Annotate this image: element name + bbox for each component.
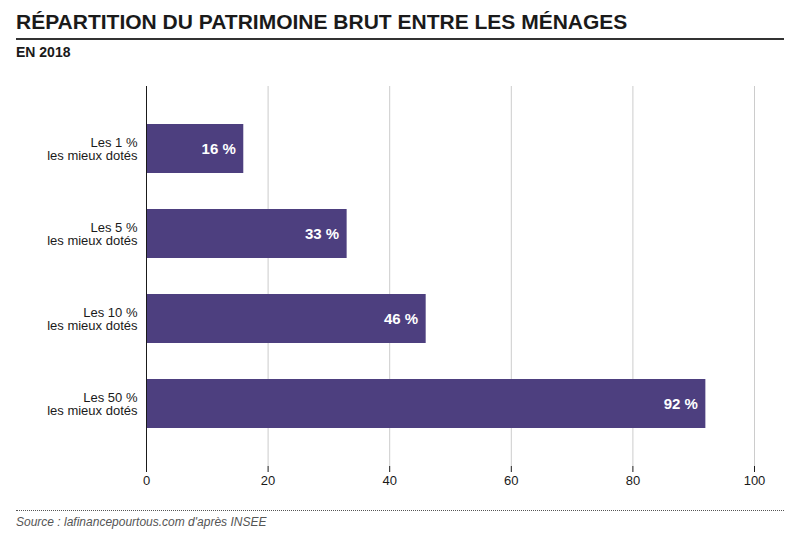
svg-text:16 %: 16 % bbox=[202, 140, 236, 157]
svg-text:Les 1 %les mieux dotés: Les 1 %les mieux dotés bbox=[47, 135, 138, 163]
svg-text:92 %: 92 % bbox=[664, 395, 698, 412]
svg-text:Les 10 %les mieux dotés: Les 10 %les mieux dotés bbox=[47, 305, 138, 333]
svg-text:60: 60 bbox=[504, 473, 518, 488]
svg-text:80: 80 bbox=[626, 473, 640, 488]
svg-text:40: 40 bbox=[382, 473, 396, 488]
html-text:EN 2018: EN 2018 bbox=[16, 44, 71, 60]
html-text:RÉPARTITION DU PATRIMOINE BRUT: RÉPARTITION DU PATRIMOINE BRUT ENTRE LES… bbox=[16, 10, 628, 33]
svg-text:33 %: 33 % bbox=[305, 225, 339, 242]
svg-text:0: 0 bbox=[143, 473, 150, 488]
svg-text:100: 100 bbox=[744, 473, 766, 488]
svg-text:Les 5 %les mieux dotés: Les 5 %les mieux dotés bbox=[47, 220, 138, 248]
svg-text:20: 20 bbox=[261, 473, 275, 488]
svg-text:Les 50 %les mieux dotés: Les 50 %les mieux dotés bbox=[47, 390, 138, 418]
svg-text:46 %: 46 % bbox=[384, 310, 418, 327]
html-text:Source : lafinancepourtous.com: Source : lafinancepourtous.com d'après I… bbox=[16, 515, 267, 529]
